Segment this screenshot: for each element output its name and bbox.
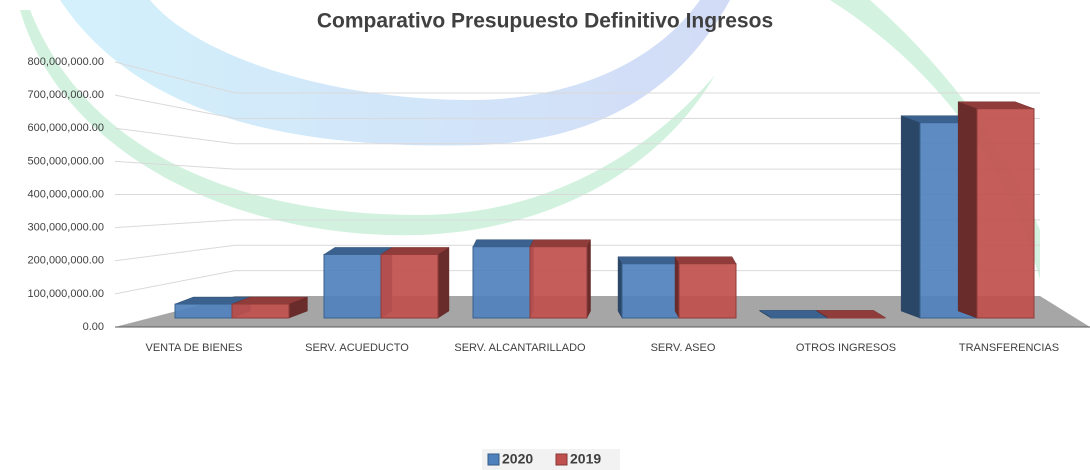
- bar-side: [901, 116, 920, 318]
- y-tick-label: 800,000,000.00: [28, 56, 104, 68]
- bar-side: [618, 257, 622, 318]
- bar: [473, 247, 530, 318]
- bar: [828, 317, 885, 318]
- bar: [679, 264, 736, 318]
- y-tick-label: 700,000,000.00: [28, 89, 104, 101]
- y-tick-label: 200,000,000.00: [28, 255, 104, 267]
- bar-side: [587, 240, 591, 318]
- x-tick-label: VENTA DE BIENES: [146, 342, 243, 354]
- chart: Comparativo Presupuesto Definitivo Ingre…: [0, 0, 1090, 470]
- y-tick-label: 500,000,000.00: [28, 155, 104, 167]
- legend-swatch: [488, 454, 499, 465]
- x-tick-label: SERV. ALCANTARILLADO: [454, 342, 586, 354]
- bar-top: [473, 240, 534, 247]
- bar-top: [817, 310, 885, 317]
- bar: [232, 304, 289, 318]
- bar: [530, 247, 587, 318]
- bar-top: [675, 257, 736, 264]
- legend-label: 2020: [502, 451, 533, 467]
- x-tick-label: OTROS INGRESOS: [796, 342, 896, 354]
- x-tick-label: SERV. ACUEDUCTO: [305, 342, 409, 354]
- y-tick-label: 300,000,000.00: [28, 222, 104, 234]
- bar-top: [618, 257, 679, 264]
- y-tick-label: 0.00: [83, 321, 104, 333]
- bar: [771, 317, 828, 318]
- y-tick-label: 600,000,000.00: [28, 122, 104, 134]
- bar-side: [958, 102, 977, 318]
- bar-top: [324, 247, 392, 254]
- bar-top: [381, 247, 449, 254]
- bar: [175, 304, 232, 318]
- legend-swatch: [556, 454, 567, 465]
- bar-top: [530, 240, 591, 247]
- legend-label: 2019: [570, 451, 601, 467]
- y-tick-label: 100,000,000.00: [28, 288, 104, 300]
- bar-side: [675, 257, 679, 318]
- bar: [622, 264, 679, 318]
- x-tick-label: SERV. ASEO: [651, 342, 716, 354]
- x-tick-label: TRANSFERENCIAS: [959, 342, 1059, 354]
- bar: [977, 109, 1034, 318]
- bar: [381, 254, 438, 318]
- background-decoration: [20, 0, 1040, 280]
- y-tick-label: 400,000,000.00: [28, 188, 104, 200]
- chart-title: Comparativo Presupuesto Definitivo Ingre…: [317, 10, 773, 33]
- bar-side: [438, 247, 449, 318]
- bar: [324, 254, 381, 318]
